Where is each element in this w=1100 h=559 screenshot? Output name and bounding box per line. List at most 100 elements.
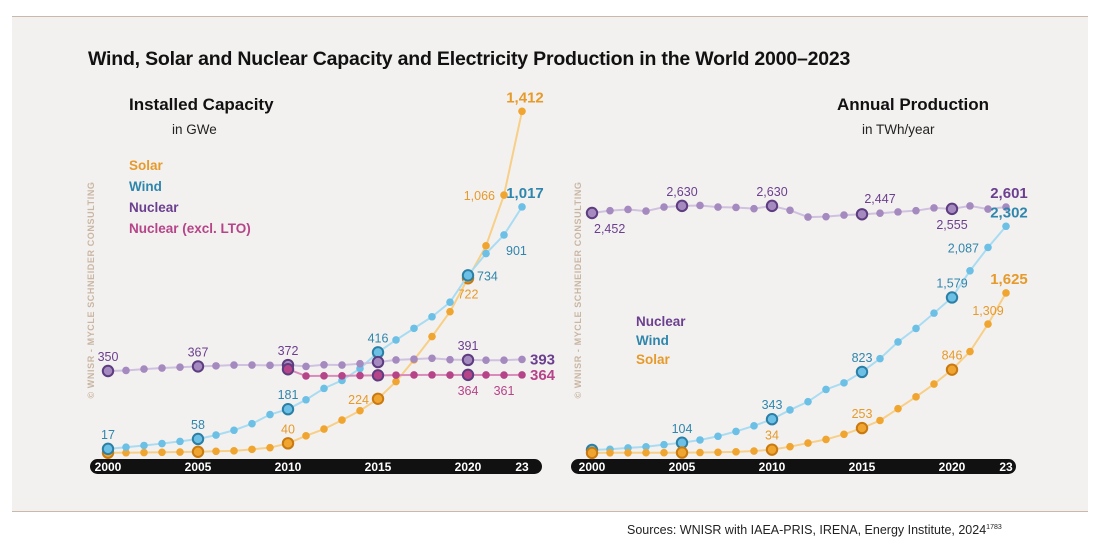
data-point-nuclear bbox=[840, 211, 848, 219]
legend-nuclear: Nuclear bbox=[636, 314, 686, 329]
x-tick-label: 2000 bbox=[95, 460, 122, 474]
data-point-wind bbox=[446, 298, 454, 307]
chart-panel bbox=[12, 16, 1088, 512]
legend-solar: Solar bbox=[129, 158, 164, 173]
legend-wind: Wind bbox=[636, 333, 669, 348]
figure-title: Wind, Solar and Nuclear Capacity and Ele… bbox=[88, 48, 851, 70]
data-label-wind: 2,302 bbox=[990, 204, 1028, 221]
watermark: © WNISR - MYCLE SCHNEIDER CONSULTING bbox=[573, 181, 583, 398]
data-point-solar bbox=[140, 448, 148, 457]
data-point-wind bbox=[248, 419, 256, 428]
data-point-wind bbox=[212, 431, 220, 439]
data-point-solar bbox=[855, 421, 869, 435]
data-point-solar bbox=[750, 447, 758, 455]
data-point-nuclear bbox=[176, 363, 184, 372]
data-point-nuclear bbox=[446, 355, 454, 364]
data-point-solar bbox=[765, 443, 779, 456]
data-label-wind: 823 bbox=[852, 351, 873, 365]
data-point-solar bbox=[356, 406, 364, 415]
data-point-wind bbox=[101, 442, 115, 456]
legend-solar: Solar bbox=[636, 352, 671, 367]
panel-title: Annual Production bbox=[837, 95, 989, 114]
data-point-nuclear bbox=[585, 206, 599, 220]
data-point-wind bbox=[945, 291, 959, 304]
data-point-wind bbox=[675, 436, 689, 449]
data-point-lto bbox=[518, 371, 526, 379]
data-label-solar: 40 bbox=[281, 422, 295, 436]
data-point-solar bbox=[1002, 289, 1010, 297]
data-point-wind bbox=[984, 243, 992, 252]
data-point-nuclear bbox=[191, 360, 205, 373]
x-tick-label: 2010 bbox=[275, 460, 302, 474]
data-point-solar bbox=[660, 448, 668, 457]
data-label-wind: 181 bbox=[278, 388, 299, 402]
x-tick-label: 23 bbox=[515, 460, 529, 474]
data-point-solar bbox=[212, 447, 220, 456]
data-point-solar bbox=[714, 448, 722, 457]
data-label-solar: 34 bbox=[765, 429, 779, 443]
panel-title: Installed Capacity bbox=[129, 95, 274, 114]
data-label-nuclear: 2,452 bbox=[594, 222, 625, 236]
data-point-wind bbox=[140, 441, 148, 450]
data-label-lto: 364 bbox=[530, 367, 556, 384]
data-point-wind bbox=[281, 402, 295, 416]
data-label-solar: 1,412 bbox=[506, 89, 544, 106]
data-point-lto bbox=[338, 372, 346, 380]
data-point-wind bbox=[410, 324, 418, 333]
data-point-wind bbox=[461, 269, 475, 282]
data-label-wind: 58 bbox=[191, 418, 205, 432]
data-point-solar bbox=[500, 191, 508, 199]
data-point-lto bbox=[446, 371, 454, 379]
data-point-wind bbox=[482, 249, 490, 258]
data-point-nuclear bbox=[302, 362, 310, 371]
source-ref: 1783 bbox=[986, 523, 1002, 531]
data-point-solar bbox=[984, 320, 992, 328]
data-point-wind bbox=[696, 436, 704, 444]
data-point-wind bbox=[876, 354, 884, 363]
data-point-nuclear bbox=[675, 199, 689, 213]
data-point-nuclear bbox=[714, 203, 722, 211]
data-point-solar bbox=[606, 449, 614, 457]
data-point-solar bbox=[822, 435, 830, 444]
data-point-nuclear bbox=[428, 354, 436, 363]
data-point-wind bbox=[302, 395, 310, 404]
data-point-nuclear bbox=[518, 355, 526, 364]
data-point-lto bbox=[410, 371, 418, 379]
data-point-nuclear bbox=[894, 208, 902, 216]
data-point-nuclear bbox=[266, 361, 274, 370]
data-point-solar bbox=[696, 448, 704, 457]
data-point-solar bbox=[320, 425, 328, 433]
data-point-wind bbox=[750, 422, 758, 430]
data-point-nuclear bbox=[945, 202, 959, 216]
data-point-solar bbox=[428, 332, 436, 341]
data-point-nuclear bbox=[966, 202, 974, 210]
x-tick-label: 2020 bbox=[939, 460, 966, 474]
x-tick-label: 23 bbox=[999, 460, 1013, 474]
data-point-solar bbox=[732, 448, 740, 456]
data-point-solar bbox=[930, 380, 938, 388]
data-label-solar: 253 bbox=[852, 407, 873, 421]
data-label-wind: 17 bbox=[101, 428, 115, 442]
data-point-wind bbox=[191, 432, 205, 446]
data-point-solar bbox=[804, 439, 812, 447]
data-label-lto: 364 bbox=[458, 384, 479, 398]
series-lto bbox=[281, 363, 526, 382]
data-label-solar: 1,625 bbox=[990, 271, 1028, 288]
data-point-nuclear bbox=[482, 356, 490, 365]
data-label-solar: 722 bbox=[458, 287, 479, 301]
data-label-nuclear: 2,555 bbox=[936, 218, 967, 232]
data-point-solar bbox=[281, 437, 295, 450]
data-point-nuclear bbox=[786, 206, 794, 215]
x-axis-bar bbox=[90, 459, 542, 474]
data-point-wind bbox=[714, 432, 722, 441]
data-label-wind: 104 bbox=[672, 422, 693, 436]
data-point-nuclear bbox=[750, 204, 758, 213]
data-point-nuclear bbox=[410, 355, 418, 363]
series-line-wind bbox=[107, 206, 523, 450]
data-point-wind bbox=[518, 203, 526, 211]
data-label-wind: 1,579 bbox=[936, 276, 967, 290]
data-point-nuclear bbox=[338, 361, 346, 369]
data-label-nuclear: 2,601 bbox=[990, 185, 1028, 202]
legend-wind: Wind bbox=[129, 179, 162, 194]
data-point-nuclear bbox=[320, 360, 328, 369]
